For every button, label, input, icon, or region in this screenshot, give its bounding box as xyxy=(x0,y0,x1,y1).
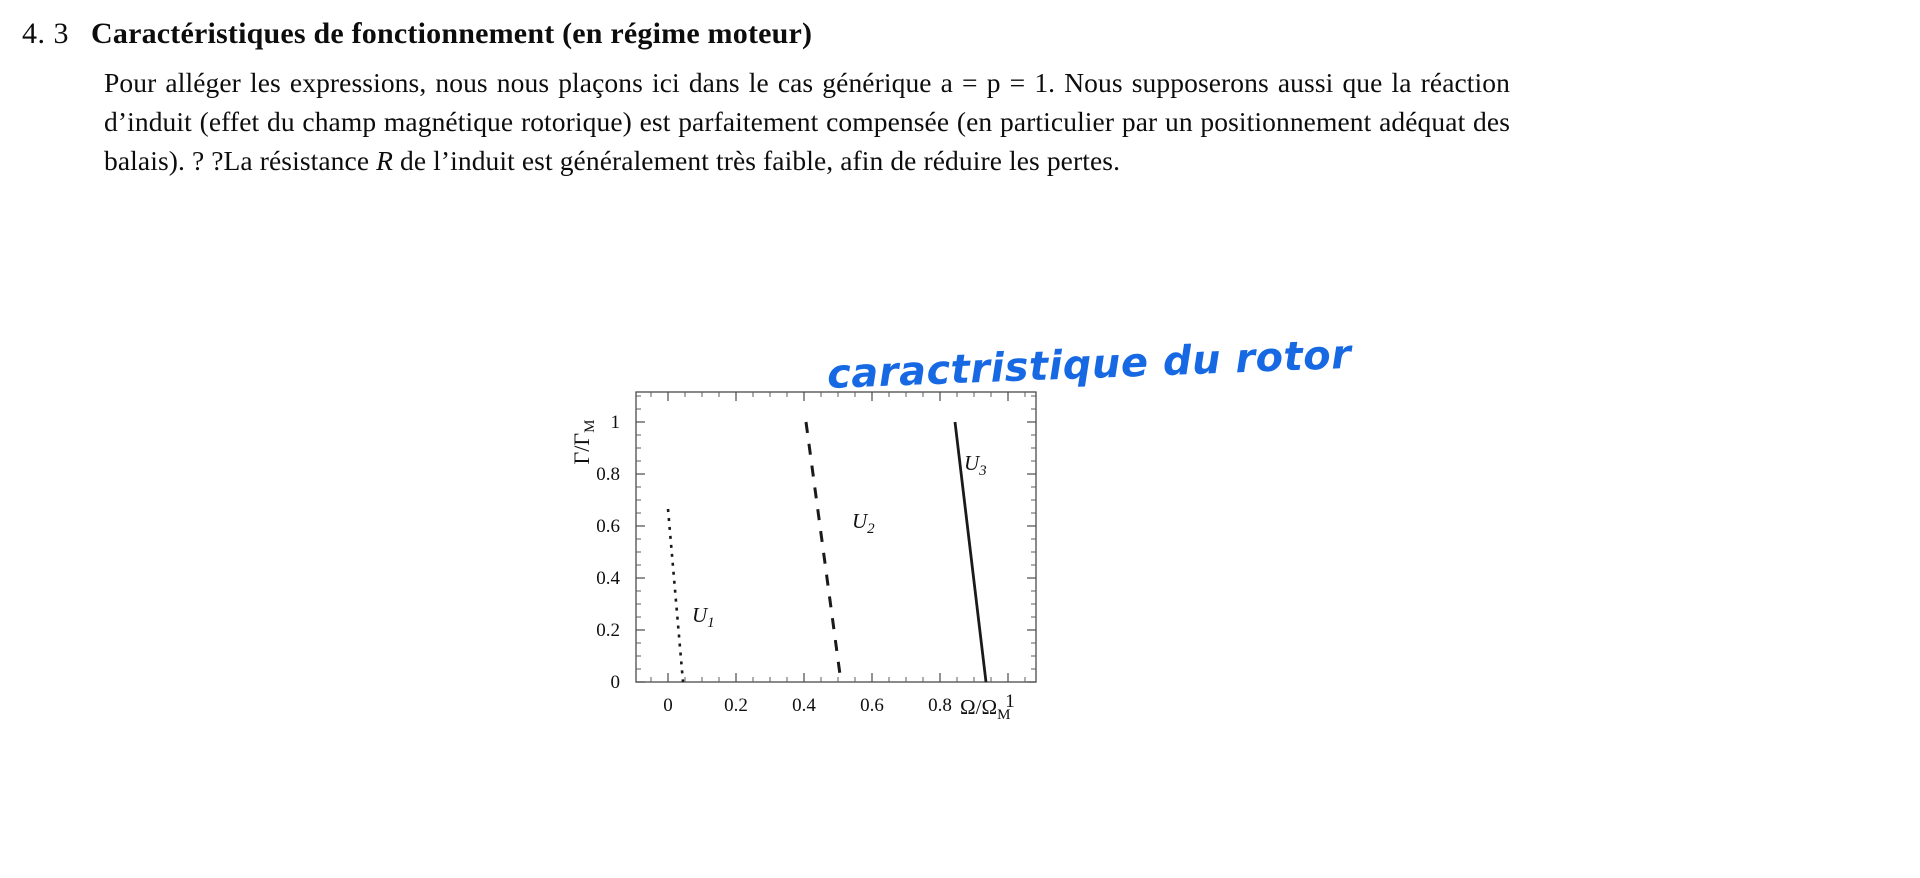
section-heading: 4. 3 Caractéristiques de fonctionnement … xyxy=(0,14,1920,54)
y-tick-label: 0.6 xyxy=(596,516,620,537)
y-axis-label: Γ/ΓM xyxy=(569,420,598,465)
x-tick-label: 0.4 xyxy=(792,695,816,716)
plot-frame xyxy=(635,391,1037,683)
y-tick-labels: 1 0.8 0.6 0.4 0.2 0 xyxy=(596,412,620,693)
body-paragraph: Pour alléger les expressions, nous nous … xyxy=(104,63,1510,180)
page-title: Caractéristiques de fonctionnement (en r… xyxy=(91,17,813,50)
y-tick-label: 0.8 xyxy=(596,464,620,485)
series-label-U3: U3 xyxy=(964,451,987,479)
x-tick-labels: 0 0.2 0.4 0.6 0.8 1 xyxy=(663,691,1015,716)
x-axis-label: Ω/ΩM xyxy=(960,695,1010,723)
x-tick-label: 0.8 xyxy=(928,695,952,716)
section-number: 4. 3 xyxy=(22,17,69,50)
series-line-U1 xyxy=(666,508,685,683)
y-tick-label: 0.4 xyxy=(596,568,620,589)
svg-text:Γ/ΓM: Γ/ΓM xyxy=(569,420,598,465)
x-axis-top-minor-ticks xyxy=(650,392,1026,397)
series-line-U3 xyxy=(953,421,988,683)
chart-svg: Γ/ΓM 1 0.8 0.6 0.4 0.2 0 xyxy=(569,391,1037,723)
y-axis-right-major-ticks xyxy=(1027,421,1036,683)
x-axis-top-major-ticks xyxy=(667,392,1009,401)
series-labels: U1 U2 U3 xyxy=(692,451,987,631)
y-axis-right-minor-ticks xyxy=(1031,395,1036,670)
paragraph-text-part-1: Pour alléger les expressions, nous nous … xyxy=(104,67,1510,176)
series-label-U2: U2 xyxy=(852,509,875,537)
series-label-U1: U1 xyxy=(692,603,715,631)
document-body: 4. 3 Caractéristiques de fonctionnement … xyxy=(0,0,1920,180)
figure-motor-characteristics: caractristique du rotor Γ/ΓM 1 0.8 0.6 0… xyxy=(560,330,1360,730)
x-axis-major-ticks xyxy=(667,673,1009,682)
math-variable-R: R xyxy=(376,145,394,176)
x-tick-label: 0 xyxy=(663,695,673,716)
series-line-U2 xyxy=(804,421,843,683)
y-tick-label: 0.2 xyxy=(596,620,620,641)
y-tick-label: 1 xyxy=(611,412,621,433)
y-axis-major-ticks xyxy=(636,421,645,683)
x-axis-minor-ticks xyxy=(650,677,1026,682)
x-tick-label: 1 xyxy=(1005,691,1015,712)
x-tick-label: 0.2 xyxy=(724,695,748,716)
paragraph-text-part-2: de l’induit est généralement très faible… xyxy=(393,145,1121,176)
y-axis-minor-ticks xyxy=(636,395,641,670)
y-tick-label: 0 xyxy=(611,672,621,693)
x-tick-label: 0.6 xyxy=(860,695,884,716)
